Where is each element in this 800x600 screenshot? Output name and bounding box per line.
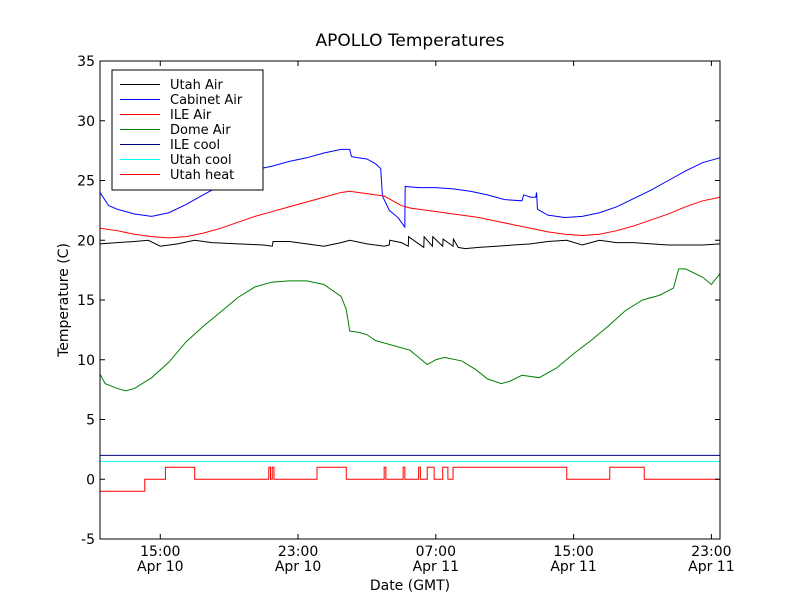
x-tick-time-label: 23:00 <box>278 544 318 560</box>
y-tick-label: 0 <box>86 472 95 488</box>
x-tick-date-label: Apr 11 <box>413 559 459 575</box>
series-line-utah-air <box>99 235 721 250</box>
y-tick-label: 15 <box>77 293 95 309</box>
series-layer <box>99 148 721 492</box>
x-tick-time-label: 15:00 <box>553 544 593 560</box>
x-tick-date-label: Apr 10 <box>275 559 321 575</box>
y-tick-label: 30 <box>77 114 95 130</box>
y-tick-label: 20 <box>77 233 95 249</box>
series-line-ile-air <box>99 190 721 239</box>
legend-label: Cabinet Air <box>170 93 243 108</box>
y-tick-label: -5 <box>81 532 95 548</box>
chart-title: APOLLO Temperatures <box>316 31 505 51</box>
legend-label: Utah cool <box>170 153 232 168</box>
x-tick-date-label: Apr 11 <box>688 559 734 575</box>
x-tick-time-label: 15:00 <box>140 544 180 560</box>
x-tick-time-label: 23:00 <box>691 544 731 560</box>
y-tick-label: 10 <box>77 353 95 369</box>
legend-label: Utah Air <box>170 78 223 93</box>
y-tick-label: 5 <box>86 413 95 429</box>
x-tick-time-label: 07:00 <box>416 544 456 560</box>
x-tick-date-label: Apr 11 <box>550 559 596 575</box>
y-tick-label: 35 <box>77 54 95 70</box>
legend-label: ILE cool <box>170 138 220 153</box>
x-axis-label: Date (GMT) <box>370 578 450 594</box>
y-axis-label: Temperature (C) <box>56 243 72 358</box>
legend-label: Dome Air <box>170 123 231 138</box>
series-line-dome-air <box>99 268 721 392</box>
x-tick-date-label: Apr 10 <box>137 559 183 575</box>
series-line-utah-heat <box>100 466 720 492</box>
legend-label: Utah heat <box>170 168 234 183</box>
y-tick-label: 25 <box>77 174 95 190</box>
legend-label: ILE Air <box>170 108 212 123</box>
